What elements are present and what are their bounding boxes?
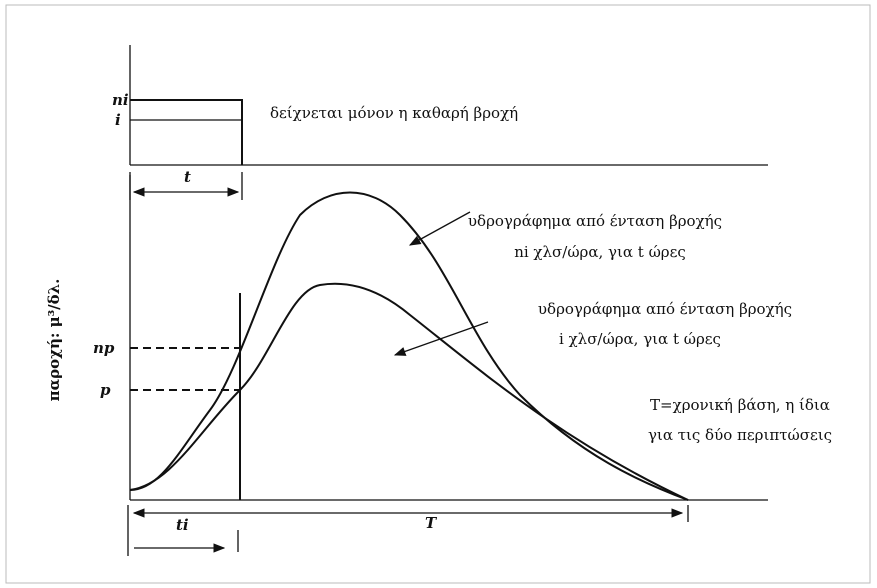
t-label: t [184, 168, 191, 186]
i-label: i [115, 111, 121, 129]
y-axis-label: παροχή: μ³/δλ. [45, 279, 63, 402]
lower-caption: i χλσ/ώρα, για t ώρες [559, 330, 721, 348]
upper-caption: υδρογράφημα από ένταση βροχής [468, 212, 722, 230]
hyetograph [129, 45, 768, 166]
rain-note: δείχνεται μόνον η καθαρή βροχή [270, 104, 518, 122]
hydrograph-upper [129, 191, 689, 501]
ni-label: ni [112, 91, 129, 109]
pointer-lower [393, 321, 489, 356]
p-label: p [100, 381, 111, 399]
upper-caption: ni χλσ/ώρα, για t ώρες [514, 243, 686, 261]
base-note: T=χρονική βάση, η ίδια [650, 396, 830, 414]
time-arrows [127, 505, 689, 556]
axes [129, 175, 768, 501]
T-label: T [425, 514, 438, 532]
np-label: np [93, 339, 115, 357]
lower-caption: υδρογράφημα από ένταση βροχής [538, 300, 792, 318]
base-note: για τις δύο περιπτώσεις [648, 426, 832, 444]
frame [5, 4, 871, 584]
ti-label: ti [176, 516, 189, 534]
pointer-upper [408, 211, 471, 246]
hydrograph-lower [129, 282, 689, 501]
